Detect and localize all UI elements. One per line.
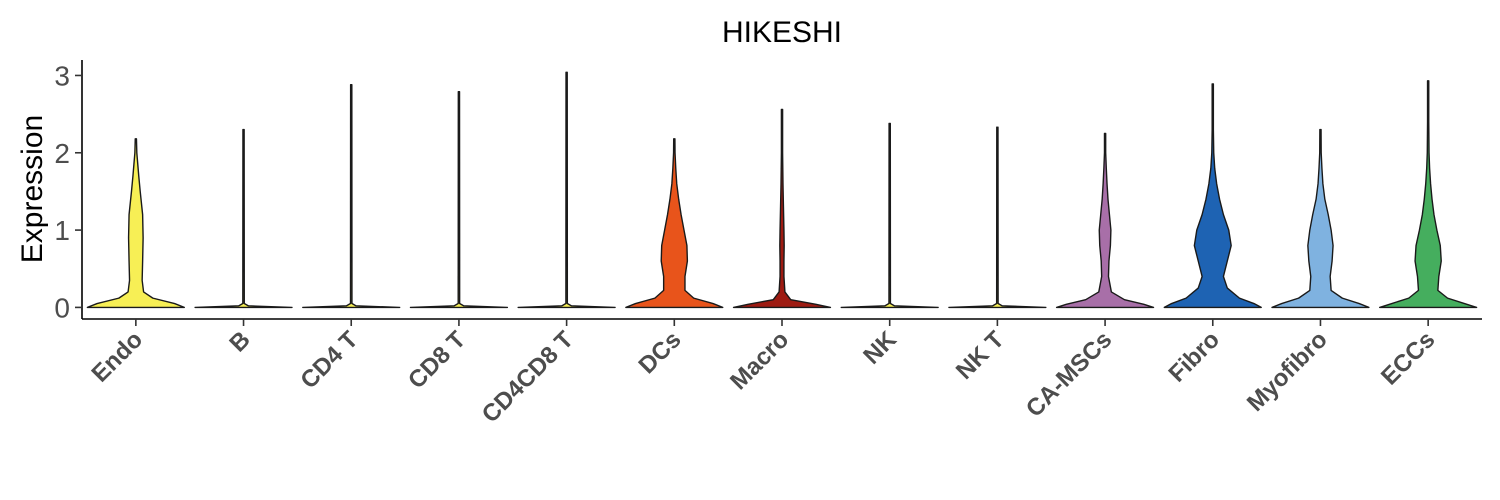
x-tick-label: ECCs (1376, 326, 1440, 390)
violin-nk (840, 122, 939, 309)
violin-endo (86, 138, 186, 309)
violin-eccs (1378, 80, 1478, 309)
violin-cd4cd8-t (517, 71, 616, 309)
x-tick-label: NK T (951, 326, 1010, 385)
chart-title: HIKESHI (722, 16, 842, 49)
y-tick-label: 1 (54, 215, 70, 246)
x-tick-label: NK (858, 326, 902, 370)
y-ticks: 0 1 2 3 (54, 60, 82, 323)
violin-macro (732, 108, 832, 309)
x-tick-label: Endo (87, 326, 149, 388)
x-tick-label: CA-MSCs (1021, 326, 1117, 422)
x-tick-label: CD4CD8 T (477, 326, 579, 428)
x-tick-label: CD8 T (403, 326, 471, 394)
violin-nk-t (948, 126, 1047, 309)
x-tick-label: CD4 T (295, 326, 363, 394)
violin-b (194, 128, 293, 309)
violin-series (86, 71, 1478, 309)
violin-fibro (1163, 83, 1262, 309)
violin-cd4-t (302, 84, 401, 309)
violin-myofibro (1271, 128, 1370, 309)
x-tick-label: Fibro (1163, 326, 1225, 388)
x-tick-label: DCs (634, 326, 687, 379)
x-ticks: Endo B CD4 T CD8 T CD4CD8 T DCs Macro NK NK T CA-… (87, 319, 1440, 428)
y-tick-label: 2 (54, 138, 70, 169)
x-tick-label: Macro (725, 326, 794, 395)
y-tick-label: 0 (54, 292, 70, 323)
x-tick-label: Myofibro (1242, 326, 1333, 417)
x-tick-label: B (224, 326, 255, 357)
violin-cd8-t (409, 90, 509, 309)
violin-dcs (625, 138, 724, 309)
violin-ca-mscs (1055, 132, 1155, 309)
y-tick-label: 3 (54, 60, 70, 91)
y-axis-label: Expression (16, 115, 49, 263)
